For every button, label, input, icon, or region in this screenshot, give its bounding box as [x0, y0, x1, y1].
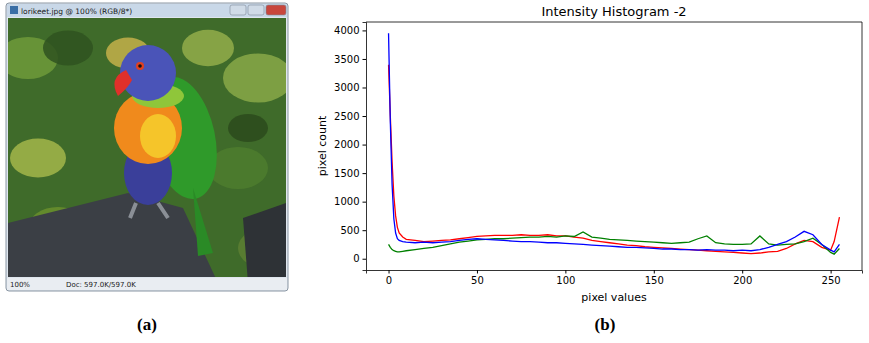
x-tick-label: 150	[645, 275, 664, 286]
y-tick: 2000	[334, 139, 366, 150]
y-tick-label: 1500	[334, 168, 359, 179]
y-tick-label: 0	[353, 253, 359, 264]
panel-label: (b)	[595, 315, 616, 334]
frame-right	[862, 22, 863, 270]
y-tick-label: 2000	[334, 139, 359, 150]
chart-title: Intensity Histogram -2	[541, 4, 686, 19]
x-tick: 100	[556, 270, 575, 286]
x-tick: 250	[822, 270, 841, 286]
y-axis: 0 500 1000 1500 2000 2500 3000 3500 4000	[334, 23, 366, 271]
y-tick: 1500	[334, 168, 366, 179]
frame-top	[366, 22, 862, 23]
y-tick-label: 4000	[334, 25, 359, 36]
y-tick: 3500	[334, 54, 366, 65]
foliage	[208, 147, 268, 189]
status-bar	[7, 278, 287, 290]
y-tick-mark	[363, 202, 367, 203]
x-tick-label: 50	[471, 275, 484, 286]
figure: lorikeet.jpg @ 100% (RGB/8*) 100% Doc: 597…	[0, 0, 869, 343]
x-tick-label: 100	[556, 275, 575, 286]
window-frame	[6, 3, 288, 291]
y-tick-mark	[363, 145, 367, 146]
foliage	[228, 114, 268, 142]
y-tick: 2500	[334, 111, 366, 122]
y-axis-title: pixel count	[316, 115, 329, 176]
doc-info: Doc: 597.0K/597.0K	[66, 281, 136, 289]
y-tick-label: 2500	[334, 111, 359, 122]
x-tick: 200	[733, 270, 752, 286]
perch	[243, 203, 286, 277]
x-tick-label: 0	[386, 275, 392, 286]
photo	[8, 18, 286, 277]
series-line	[389, 232, 840, 254]
y-tick-mark	[363, 116, 367, 117]
y-tick-mark	[363, 259, 367, 260]
bird-beak	[114, 70, 132, 96]
y-tick: 0	[353, 253, 366, 264]
bird-head	[120, 45, 176, 101]
x-tick: 150	[645, 270, 664, 286]
x-tick-label: 200	[733, 275, 752, 286]
series-line	[389, 65, 840, 254]
foliage	[10, 138, 66, 177]
x-axis-line	[367, 271, 863, 274]
y-tick-mark	[363, 87, 367, 88]
window-button	[248, 5, 264, 15]
x-axis: 0 50 100 150 200 250	[367, 270, 863, 286]
y-tick: 500	[340, 225, 366, 236]
foliage	[182, 30, 234, 66]
x-tick-mark	[565, 270, 566, 274]
x-tick: 0	[386, 270, 392, 286]
perch	[8, 193, 218, 277]
bird-tail	[193, 188, 213, 256]
panel-label: (a)	[137, 315, 157, 334]
title-bar	[7, 4, 287, 17]
y-tick: 1000	[334, 196, 366, 207]
y-tick-label: 3500	[334, 54, 359, 65]
x-tick-mark	[477, 270, 478, 274]
bird-pupil	[138, 64, 142, 68]
y-tick: 3000	[334, 82, 366, 93]
x-tick-label: 250	[822, 275, 841, 286]
y-tick: 4000	[334, 25, 366, 36]
y-tick-label: 500	[340, 225, 359, 236]
y-tick-mark	[363, 173, 367, 174]
x-tick-mark	[742, 270, 743, 274]
chart: Intensity Histogram -2050100150200250050…	[316, 4, 862, 304]
window-icon	[10, 6, 18, 14]
y-tick-mark	[363, 30, 367, 31]
bird-eye	[136, 62, 144, 70]
zoom-level: 100%	[10, 281, 30, 289]
x-tick-mark	[389, 270, 390, 274]
window-button	[266, 5, 286, 15]
y-tick-mark	[363, 59, 367, 60]
photo-window: lorikeet.jpg @ 100% (RGB/8*) 100% Doc: 597…	[0, 3, 298, 291]
y-tick-mark	[363, 230, 367, 231]
window-title: lorikeet.jpg @ 100% (RGB/8*)	[21, 7, 132, 16]
bird-chest-light	[140, 114, 176, 158]
foliage	[43, 31, 93, 66]
window-button	[230, 5, 246, 15]
y-tick-label: 3000	[334, 82, 359, 93]
bird-feet	[130, 203, 168, 218]
x-tick-mark	[654, 270, 655, 274]
series-line	[389, 33, 840, 252]
y-axis-line	[363, 23, 367, 271]
plot-lines	[389, 33, 840, 254]
x-tick-mark	[831, 270, 832, 274]
x-tick: 50	[471, 270, 484, 286]
y-tick-label: 1000	[334, 196, 359, 207]
x-axis-title: pixel values	[581, 291, 647, 304]
foliage	[223, 54, 286, 103]
